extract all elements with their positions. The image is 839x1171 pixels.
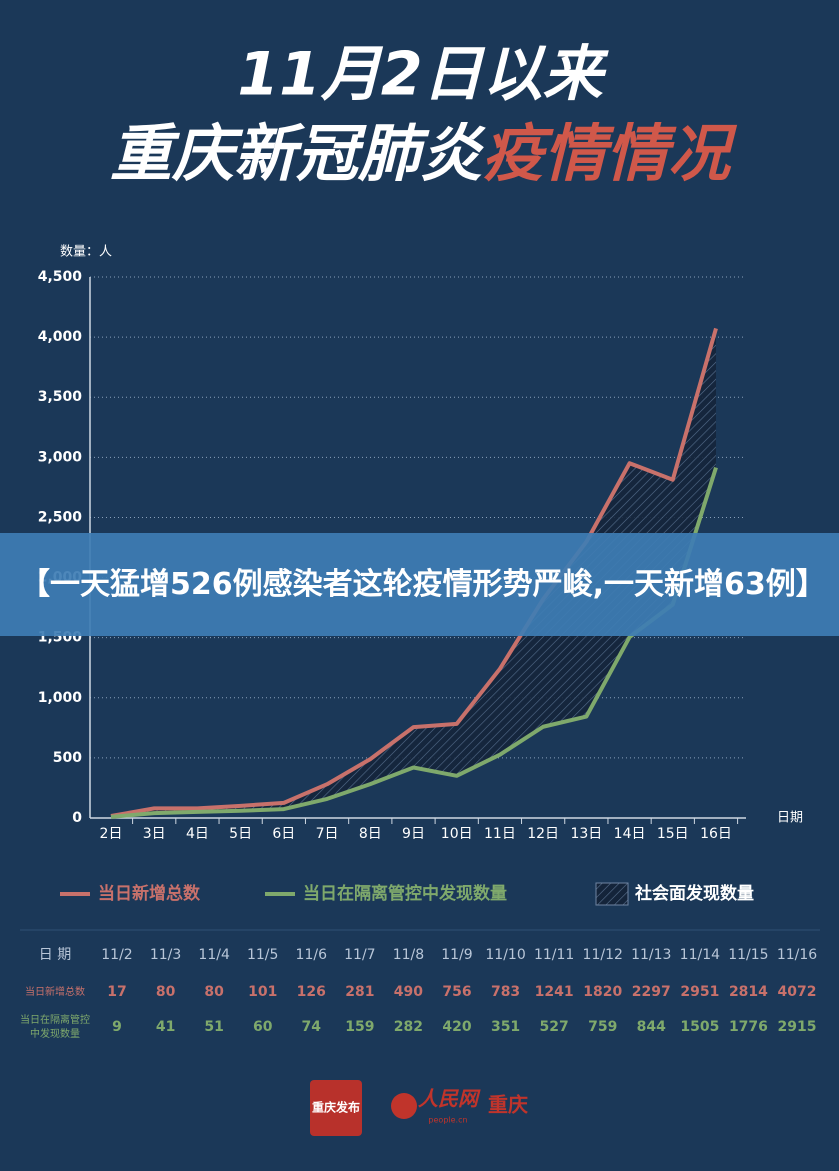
- table-value: 2951: [680, 984, 719, 1000]
- x-tick-label: 13日: [570, 826, 602, 842]
- logo2-sub: people.cn: [428, 1116, 467, 1125]
- table-value: 80: [156, 984, 176, 1000]
- y-tick-label: 4,000: [38, 329, 83, 345]
- table-value: 80: [204, 984, 224, 1000]
- table-date: 11/10: [485, 947, 525, 963]
- legend-label: 当日新增总数: [98, 883, 201, 904]
- logo1-seal: [310, 1080, 362, 1136]
- table-value: 4072: [778, 984, 817, 1000]
- y-tick-label: 500: [53, 750, 82, 766]
- table-value: 2915: [778, 1019, 817, 1035]
- y-tick-label: 3,500: [38, 389, 83, 405]
- table-date: 11/13: [631, 947, 671, 963]
- series-line: [110, 327, 718, 818]
- x-tick-label: 5日: [229, 826, 252, 842]
- table-value: 756: [442, 984, 471, 1000]
- y-axis-label: 数量：人: [60, 245, 112, 260]
- table-value: 420: [442, 1019, 471, 1035]
- table-value: 281: [345, 984, 374, 1000]
- x-tick-label: 6日: [272, 826, 295, 842]
- logo1: 重庆发布: [312, 1100, 360, 1115]
- y-tick-label: 1,000: [38, 690, 83, 706]
- table-value: 527: [540, 1019, 569, 1035]
- banner: 【一天猛增526例感染者这轮疫情形势严峻,一天新增63例】: [0, 533, 839, 636]
- x-tick-label: 15日: [657, 826, 689, 842]
- legend-label: 当日在隔离管控中发现数量: [303, 883, 507, 904]
- table-value: 282: [394, 1019, 423, 1035]
- table-date: 11/2: [101, 947, 132, 963]
- x-tick-label: 11日: [484, 826, 516, 842]
- table-value: 1241: [535, 984, 574, 1000]
- y-tick-label: 0: [72, 810, 82, 826]
- table-date: 11/5: [247, 947, 278, 963]
- table-value: 74: [302, 1019, 322, 1035]
- table-value: 60: [253, 1019, 273, 1035]
- y-tick-label: 4,500: [38, 269, 83, 285]
- y-tick-label: 2,500: [38, 509, 83, 525]
- table-date: 11/9: [441, 947, 472, 963]
- table-date: 11/4: [198, 947, 230, 963]
- logo3: 重庆: [488, 1093, 528, 1117]
- x-tick-label: 14日: [614, 826, 646, 842]
- table-date: 11/12: [583, 947, 623, 963]
- table-value: 351: [491, 1019, 520, 1035]
- x-tick-label: 10日: [441, 826, 473, 842]
- table-value: 1505: [680, 1019, 719, 1035]
- y-tick-label: 3,000: [38, 449, 83, 465]
- table-header: 日 期: [39, 947, 71, 963]
- table-value: 51: [204, 1019, 223, 1035]
- x-axis-label: 日期: [777, 811, 803, 826]
- table-value: 2814: [729, 984, 768, 1000]
- table-value: 490: [394, 984, 423, 1000]
- table-value: 759: [588, 1019, 617, 1035]
- x-tick-label: 8日: [359, 826, 382, 842]
- x-tick-label: 2日: [100, 826, 123, 842]
- table-date: 11/7: [344, 947, 375, 963]
- x-tick-label: 3日: [143, 826, 166, 842]
- table-value: 9: [112, 1019, 122, 1035]
- community-area: [111, 328, 716, 817]
- x-tick-label: 9日: [402, 826, 425, 842]
- table-date: 11/16: [777, 947, 817, 963]
- table-date: 11/11: [534, 947, 574, 963]
- table-value: 2297: [632, 984, 671, 1000]
- plot: 05001,0001,5002,0002,5003,0003,5004,0004…: [38, 269, 746, 842]
- table-date: 11/8: [393, 947, 424, 963]
- logo2: 人民网: [418, 1087, 481, 1111]
- table: 11/2 17 9 11/3 80 41 11/4 80 51 11/5 101 60 11/6 126 7…: [20, 947, 817, 1040]
- legend-swatch: [595, 882, 629, 906]
- title-line1: 11月2日以来: [237, 40, 609, 110]
- table-row-label: 当日新增总数: [25, 985, 85, 998]
- title-line2: 重庆新冠肺炎疫情情况: [110, 117, 738, 190]
- legend-label: 社会面发现数量: [634, 883, 754, 904]
- table-row-label: 当日在隔离管控中发现数量: [20, 1013, 90, 1040]
- table-value: 126: [297, 984, 326, 1000]
- x-tick-label: 16日: [700, 826, 732, 842]
- x-tick-label: 4日: [186, 826, 209, 842]
- table-date: 11/14: [680, 947, 720, 963]
- table-date: 11/6: [296, 947, 328, 963]
- table-value: 783: [491, 984, 520, 1000]
- table-date: 11/3: [150, 947, 181, 963]
- x-tick-label: 7日: [316, 826, 339, 842]
- table-value: 41: [156, 1019, 175, 1035]
- table-value: 844: [637, 1019, 666, 1035]
- table-date: 11/15: [728, 947, 768, 963]
- logo2-mark: [391, 1093, 417, 1119]
- table-value: 101: [248, 984, 277, 1000]
- table-value: 17: [107, 984, 126, 1000]
- table-value: 1776: [729, 1019, 768, 1035]
- series-line: [110, 466, 718, 819]
- table-value: 159: [345, 1019, 374, 1035]
- table-value: 1820: [583, 984, 622, 1000]
- title-red: 疫情情况: [482, 117, 738, 190]
- title-white: 重庆新冠肺炎: [110, 117, 486, 190]
- x-tick-label: 12日: [527, 826, 559, 842]
